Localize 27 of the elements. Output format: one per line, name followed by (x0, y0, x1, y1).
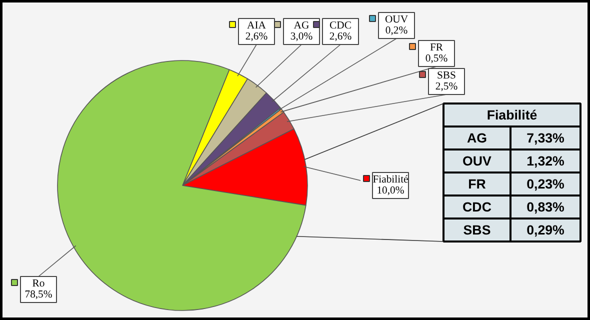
data-label: 0,5% (425, 54, 448, 64)
legend-label: SBS (437, 70, 456, 82)
text: 1,32% (526, 154, 564, 168)
text: 0,29% (526, 222, 564, 238)
legend-label: AG (294, 20, 310, 32)
legend-label: Fiabilité (372, 174, 409, 186)
data-label: 2,6% (245, 32, 268, 42)
category-label: OUV (462, 154, 492, 168)
text: Fiabilité (486, 108, 538, 122)
legend-label: OUV (384, 14, 408, 26)
legend-label: AIA (247, 20, 266, 32)
category-label: AG (467, 130, 488, 146)
legend-label: FR (430, 42, 444, 54)
category-label: CDC (462, 200, 492, 214)
text: 0,83% (526, 200, 564, 214)
data-label: 78,5% (24, 290, 52, 300)
category-label: FR (468, 176, 486, 192)
text: 0,23% (526, 176, 564, 192)
data-label: 2,5% (435, 82, 458, 92)
data-label: 0,2% (385, 26, 408, 36)
text: 7,33% (526, 130, 564, 146)
category-label: SBS (463, 222, 491, 238)
legend-label: CDC (330, 20, 352, 32)
legend-label: Ro (32, 278, 45, 290)
data-label: 3,0% (290, 32, 313, 42)
data-label: 2,6% (329, 32, 352, 42)
data-label: 10,0% (376, 186, 404, 196)
